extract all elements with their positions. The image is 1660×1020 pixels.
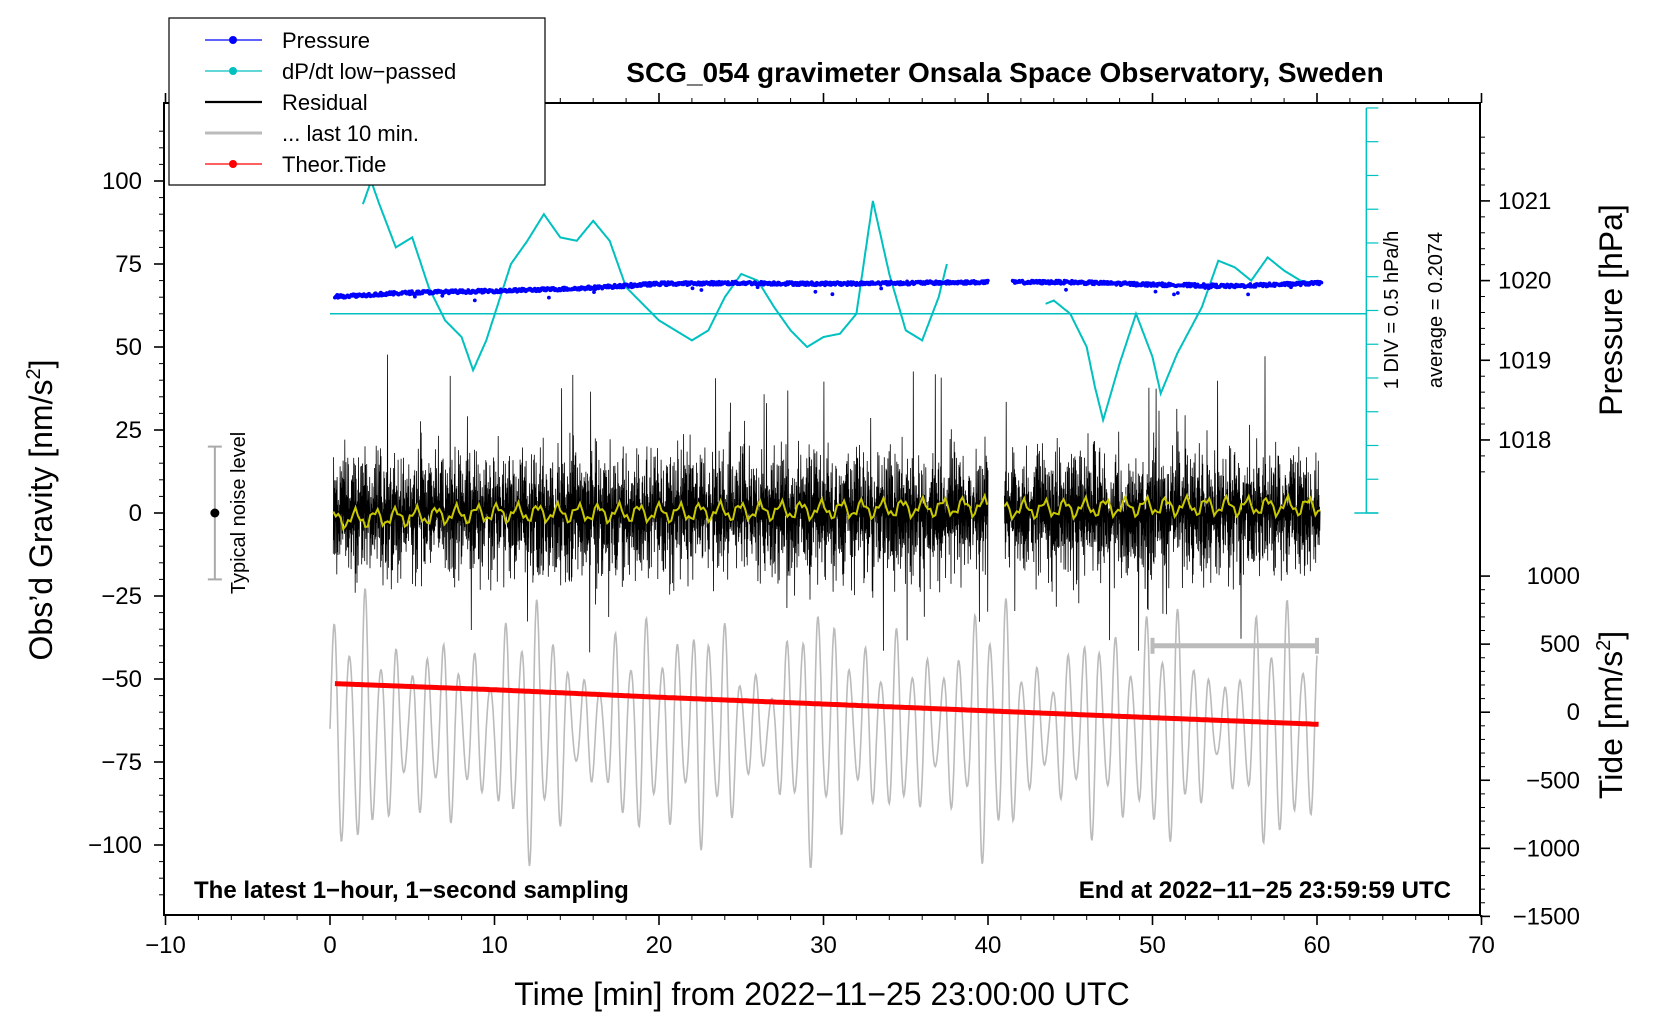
legend-label: ... last 10 min. <box>282 121 419 146</box>
residual-series <box>332 354 1321 653</box>
x-tick-label: 20 <box>646 932 673 959</box>
x-tick-label: 50 <box>1139 932 1166 959</box>
pressure-point <box>1175 291 1180 295</box>
pressure-point <box>1153 289 1158 294</box>
tide-tick-label: −500 <box>1526 767 1580 794</box>
pressure-axis-ticks: 1021 1020 1019 1018 <box>1480 136 1551 473</box>
y-tick-label: 0 <box>129 500 142 527</box>
residual-smoothed-series <box>332 492 1321 532</box>
smoothed-line-2 <box>1003 492 1321 522</box>
x-axis-ticks: −10 0 10 20 30 40 50 60 70 <box>145 93 1495 959</box>
y-axis-ticks: 100 75 50 25 0 −25 −50 −75 −100 <box>88 130 164 896</box>
y-axis-label-tide: Tide [nm/s2] <box>1593 631 1629 799</box>
x-tick-label: 40 <box>975 932 1002 959</box>
overlay-annotations <box>207 445 1319 654</box>
x-tick-label: 70 <box>1468 932 1495 959</box>
pressure-tick-label: 1019 <box>1498 347 1551 374</box>
noise-dot <box>210 508 220 518</box>
y-axis-label-gravity: Obs’d Gravity [nm/s2] <box>23 360 59 661</box>
plot-frame <box>163 102 1481 916</box>
tide-line <box>334 681 1319 727</box>
pressure-tick-label: 1018 <box>1498 427 1551 454</box>
legend-label: Residual <box>282 90 368 115</box>
last-10-min-line <box>329 588 1318 868</box>
legend-label: dP/dt low−passed <box>282 59 456 84</box>
y-tick-label: −25 <box>101 583 142 610</box>
pressure-point <box>592 290 596 294</box>
dpdt-series <box>330 107 1379 514</box>
pressure-point <box>690 286 695 291</box>
pressure-point <box>813 289 818 294</box>
pressure-point <box>699 288 704 292</box>
pressure-point <box>413 294 417 299</box>
pressure-point <box>1172 292 1176 297</box>
residual-line-2 <box>1004 356 1321 651</box>
pressure-point <box>472 298 477 303</box>
pressure-point <box>879 286 884 291</box>
x-tick-label: −10 <box>145 932 186 959</box>
dpdt-line-2 <box>1045 256 1318 424</box>
tide-tick-label: −1500 <box>1513 903 1580 930</box>
y-tick-label: −50 <box>101 666 142 693</box>
legend-label: Pressure <box>282 28 370 53</box>
y-axis-label-sup: 2 <box>23 368 45 379</box>
x-axis-label: Time [min] from 2022−11−25 23:00:00 UTC <box>514 976 1129 1012</box>
pressure-point <box>1319 280 1324 285</box>
smoothed-line-1 <box>332 492 989 532</box>
residual-line-1 <box>332 354 989 653</box>
x-tick-label: 10 <box>481 932 508 959</box>
pressure-point <box>985 278 990 283</box>
pressure-point <box>547 295 551 300</box>
tide-tick-label: −1000 <box>1513 835 1580 862</box>
tide-tick-label: 1000 <box>1527 563 1580 590</box>
noise-level-label: Typical noise level <box>228 432 250 594</box>
legend: Pressure dP/dt low−passed Residual ... last… <box>168 17 546 186</box>
y-tick-label: −100 <box>88 832 142 859</box>
legend-marker <box>229 67 237 75</box>
last-10-min-series <box>329 588 1318 868</box>
x-tick-label: 60 <box>1304 932 1331 959</box>
x-tick-label: 0 <box>323 932 336 959</box>
x-tick-label: 30 <box>810 932 837 959</box>
y-tick-label: 100 <box>102 168 142 195</box>
theoretical-tide-series <box>334 681 1319 727</box>
tide-tick-label: 0 <box>1567 699 1580 726</box>
pressure-point <box>830 292 835 297</box>
y-tick-label: 50 <box>115 334 142 361</box>
pressure-series <box>333 278 1324 303</box>
chart-title: SCG_054 gravimeter Onsala Space Observat… <box>626 57 1383 88</box>
footer-sampling: The latest 1−hour, 1−second sampling <box>194 877 629 904</box>
pressure-point <box>755 285 760 290</box>
y-axis-label-pressure: Pressure [hPa] <box>1593 204 1629 416</box>
pressure-tick-label: 1020 <box>1498 268 1551 295</box>
pressure-point <box>1246 292 1250 297</box>
pressure-point <box>1064 287 1068 292</box>
dpdt-scale-label: 1 DIV = 0.5 hPa/h <box>1381 231 1403 389</box>
footer-end-time: End at 2022−11−25 23:59:59 UTC <box>1079 877 1451 904</box>
y-tick-label: −75 <box>101 749 142 776</box>
dpdt-average-label: average = 0.2074 <box>1425 232 1447 388</box>
legend-label: Theor.Tide <box>282 152 386 177</box>
y-tick-label: 25 <box>115 417 142 444</box>
legend-marker <box>229 160 237 168</box>
dpdt-line-1 <box>361 177 948 373</box>
y-tick-label: 75 <box>115 251 142 278</box>
tide-tick-label: 500 <box>1540 631 1580 658</box>
tide-axis-ticks: 1000 500 0 −500 −1000 −1500 <box>1480 563 1580 930</box>
legend-marker <box>229 36 237 44</box>
pressure-tick-label: 1021 <box>1498 188 1551 215</box>
